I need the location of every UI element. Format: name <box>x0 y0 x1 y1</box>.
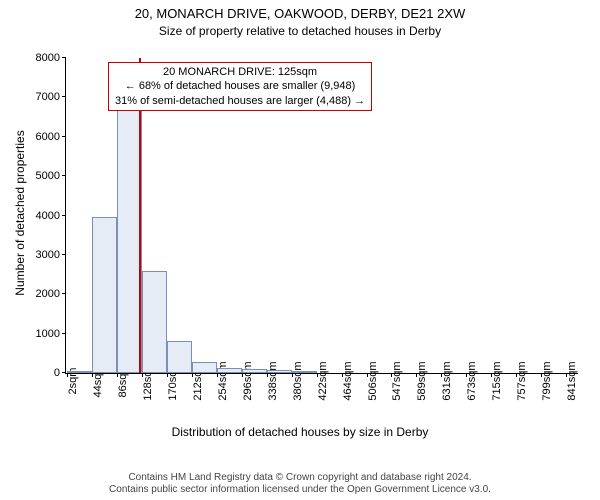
chart-title: 20, MONARCH DRIVE, OAKWOOD, DERBY, DE21 … <box>0 6 600 21</box>
histogram-bar <box>167 341 192 373</box>
histogram-bar <box>217 368 242 374</box>
x-tick-label: 757sqm <box>516 361 528 400</box>
histogram-bar <box>267 370 292 373</box>
y-tick-label: 7000 <box>36 91 60 103</box>
x-tick-label: 547sqm <box>391 361 403 400</box>
attribution-line-2: Contains public sector information licen… <box>0 484 600 496</box>
x-tick-label: 589sqm <box>416 361 428 400</box>
y-tick-label: 4000 <box>36 210 60 222</box>
y-tick-mark <box>62 136 66 137</box>
histogram-bar <box>142 271 167 373</box>
histogram-bar <box>242 369 267 373</box>
chart-subtitle: Size of property relative to detached ho… <box>0 24 600 38</box>
y-tick-mark <box>62 372 66 373</box>
x-tick-label: 841sqm <box>566 361 578 400</box>
y-tick-mark <box>62 96 66 97</box>
x-tick-label: 631sqm <box>441 361 453 400</box>
histogram-bar <box>292 371 317 373</box>
x-tick-label: 673sqm <box>466 361 478 400</box>
y-tick-mark <box>62 293 66 294</box>
attribution-line-1: Contains HM Land Registry data © Crown c… <box>0 472 600 484</box>
x-tick-label: 296sqm <box>242 361 254 400</box>
y-tick-label: 2000 <box>36 288 60 300</box>
x-tick-label: 338sqm <box>267 361 279 400</box>
histogram-bar <box>192 362 217 373</box>
y-tick-mark <box>62 175 66 176</box>
histogram-bar <box>92 217 117 373</box>
x-tick-label: 506sqm <box>367 361 379 400</box>
attribution: Contains HM Land Registry data © Crown c… <box>0 472 600 496</box>
annotation-box: 20 MONARCH DRIVE: 125sqm ← 68% of detach… <box>108 62 372 111</box>
y-tick-label: 5000 <box>36 170 60 182</box>
y-tick-mark <box>62 215 66 216</box>
annotation-line-2: ← 68% of detached houses are smaller (9,… <box>115 79 365 93</box>
y-tick-label: 0 <box>54 367 60 379</box>
y-tick-label: 6000 <box>36 131 60 143</box>
histogram-bar <box>67 371 92 373</box>
y-axis-label: Number of detached properties <box>13 103 27 323</box>
y-tick-label: 8000 <box>36 52 60 64</box>
annotation-line-1: 20 MONARCH DRIVE: 125sqm <box>115 65 365 79</box>
y-tick-mark <box>62 333 66 334</box>
y-tick-label: 1000 <box>36 328 60 340</box>
y-tick-label: 3000 <box>36 249 60 261</box>
x-tick-label: 464sqm <box>342 361 354 400</box>
y-tick-mark <box>62 254 66 255</box>
annotation-line-3: 31% of semi-detached houses are larger (… <box>115 94 365 108</box>
x-tick-label: 422sqm <box>317 361 329 400</box>
chart-container: 20, MONARCH DRIVE, OAKWOOD, DERBY, DE21 … <box>0 0 600 500</box>
y-tick-mark <box>62 57 66 58</box>
x-tick-label: 715sqm <box>491 361 503 400</box>
x-tick-label: 380sqm <box>292 361 304 400</box>
x-tick-label: 799sqm <box>541 361 553 400</box>
x-axis-label: Distribution of detached houses by size … <box>0 425 600 439</box>
